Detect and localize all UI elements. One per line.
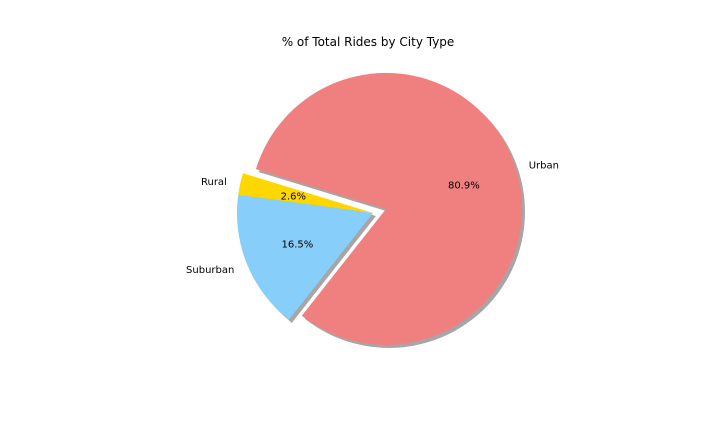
slice-urban [255, 72, 522, 345]
slice-pct-suburban: 16.5% [281, 240, 313, 251]
slice-label-rural: Rural [201, 177, 227, 188]
slice-label-suburban: Suburban [186, 265, 234, 276]
slice-rural [238, 173, 373, 213]
slice-pct-rural: 2.6% [281, 192, 306, 203]
label-layer: Rural 2.6% Suburban 16.5% Urban 80.9% [186, 160, 559, 276]
slice-suburban [236, 194, 373, 320]
slice-layer [236, 72, 522, 345]
slice-label-urban: Urban [529, 160, 559, 171]
slice-pct-urban: 80.9% [448, 181, 480, 192]
chart-title: % of Total Rides by City Type [282, 35, 455, 49]
